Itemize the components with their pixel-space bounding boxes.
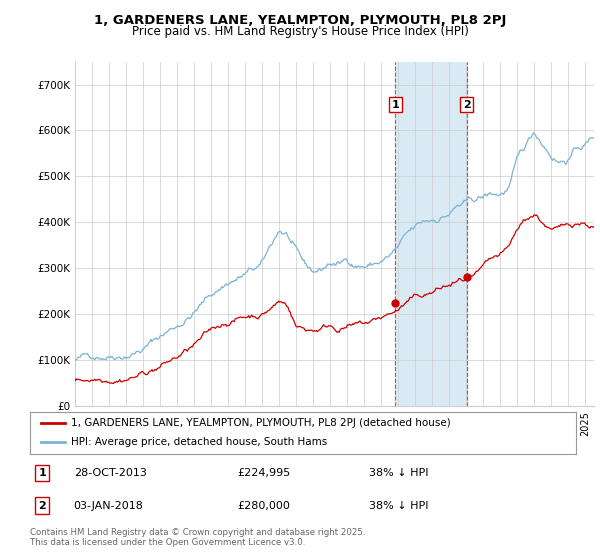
Text: HPI: Average price, detached house, South Hams: HPI: Average price, detached house, Sout… [71,437,327,447]
Text: 03-JAN-2018: 03-JAN-2018 [74,501,143,511]
Text: 1, GARDENERS LANE, YEALMPTON, PLYMOUTH, PL8 2PJ: 1, GARDENERS LANE, YEALMPTON, PLYMOUTH, … [94,14,506,27]
Text: 2: 2 [463,100,470,110]
Text: 1: 1 [391,100,399,110]
Text: 1, GARDENERS LANE, YEALMPTON, PLYMOUTH, PL8 2PJ (detached house): 1, GARDENERS LANE, YEALMPTON, PLYMOUTH, … [71,418,451,428]
Text: 38% ↓ HPI: 38% ↓ HPI [368,468,428,478]
Text: 38% ↓ HPI: 38% ↓ HPI [368,501,428,511]
Text: £280,000: £280,000 [238,501,290,511]
Text: 28-OCT-2013: 28-OCT-2013 [74,468,146,478]
Text: 1: 1 [38,468,46,478]
Bar [395,62,467,406]
Text: Contains HM Land Registry data © Crown copyright and database right 2025.
This d: Contains HM Land Registry data © Crown c… [30,528,365,547]
Text: 2: 2 [38,501,46,511]
Text: £224,995: £224,995 [238,468,291,478]
Text: Price paid vs. HM Land Registry's House Price Index (HPI): Price paid vs. HM Land Registry's House … [131,25,469,38]
